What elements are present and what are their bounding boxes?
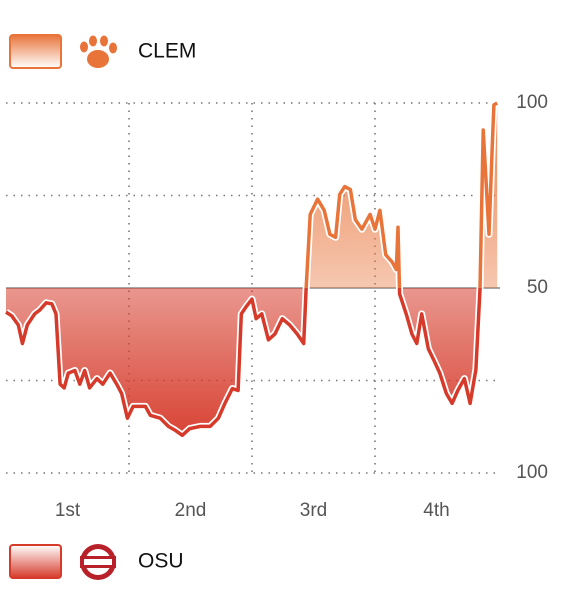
legend-bottom: OSU [9,544,184,580]
x-tick-label: 3rd [300,500,327,521]
area-top [6,103,498,288]
team-name: OSU [138,550,184,573]
team-name: CLEM [138,40,196,63]
area-bottom [6,288,498,436]
y-tick-label: 100 [516,462,548,483]
legend-swatch [9,34,62,69]
x-tick-label: 4th [423,500,449,521]
legend-top: CLEM [9,34,196,69]
legend-swatch [9,544,62,579]
y-tick-label: 100 [516,92,548,113]
y-tick-label: 50 [527,277,548,298]
team-logo [80,544,116,580]
line-bottom [5,288,482,438]
plot-area: 100 50 100 1st 2nd 3rd 4th [4,92,548,521]
team-logo [80,35,117,68]
x-tick-label: 1st [55,500,81,521]
x-tick-label: 2nd [175,500,207,521]
